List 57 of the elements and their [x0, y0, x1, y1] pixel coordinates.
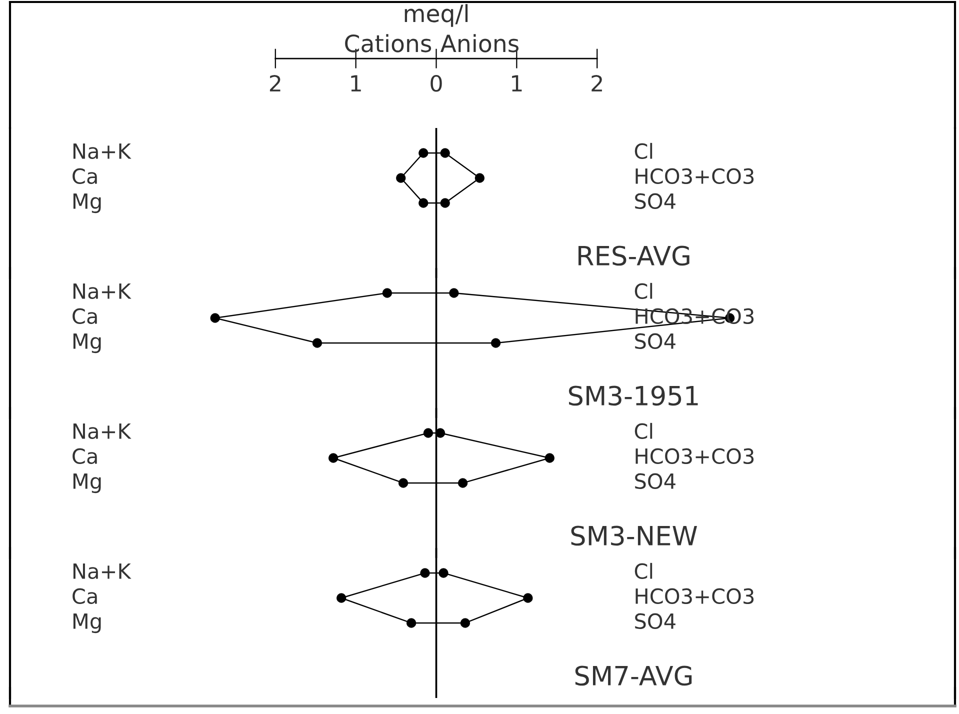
- y2-tick-label: Cl: [634, 282, 652, 300]
- x-tick-label: 2: [592, 74, 602, 92]
- y2-tick-label: HCO3+CO3: [636, 168, 754, 184]
- x-tick-label: 0: [430, 74, 442, 92]
- point: [490, 338, 501, 348]
- point: [438, 568, 448, 578]
- point: [458, 478, 468, 488]
- y-tick-label: Ca: [72, 588, 97, 604]
- y-tick-label: Na+K: [73, 424, 132, 440]
- y-tick-label: Ca: [72, 308, 97, 324]
- point: [423, 428, 434, 438]
- y-tick-label: Mg: [73, 474, 101, 494]
- y2-tick-label: HCO3+CO3: [636, 588, 754, 604]
- y-tick-label: Mg: [73, 334, 101, 354]
- point: [210, 313, 220, 323]
- y2-tick-label: HCO3+CO3: [636, 448, 754, 464]
- point: [398, 478, 408, 488]
- y-tick-label: Ca: [72, 448, 97, 464]
- text: SM3-1951: [568, 386, 698, 406]
- y-tick-label: Na+K: [73, 564, 132, 580]
- y2-tick-label: SO4: [635, 193, 676, 210]
- text: SM3-NEW: [571, 526, 698, 546]
- y2-tick-label: SO4: [635, 613, 676, 630]
- point: [328, 453, 338, 463]
- point: [418, 198, 428, 208]
- x-axis-title: meq/l: [404, 4, 468, 27]
- point: [382, 288, 392, 298]
- point: [440, 148, 450, 158]
- point: [418, 148, 428, 158]
- point: [544, 453, 555, 463]
- point: [440, 198, 450, 208]
- y-tick-label: Ca: [72, 168, 97, 184]
- y-tick-label: Mg: [73, 614, 101, 634]
- point: [474, 173, 485, 183]
- y-tick-label: Na+K: [73, 144, 132, 160]
- point: [396, 173, 406, 183]
- y2-tick-label: SO4: [635, 333, 676, 350]
- y-tick-label: Na+K: [73, 284, 132, 300]
- y2-tick-label: SO4: [635, 473, 676, 490]
- point: [523, 593, 533, 603]
- x-tick-label: 1: [512, 75, 522, 92]
- point: [312, 338, 322, 348]
- point: [406, 618, 416, 628]
- point: [336, 593, 346, 603]
- text: Cations: [345, 34, 432, 52]
- x-tick-label: 1: [351, 75, 361, 92]
- point: [460, 618, 470, 628]
- y2-tick-label: Cl: [634, 422, 652, 440]
- y2-tick-label: Cl: [634, 562, 652, 580]
- point: [420, 568, 430, 578]
- y2-tick-label: Cl: [634, 142, 652, 160]
- point: [449, 288, 459, 298]
- y-tick-label: Mg: [73, 194, 101, 214]
- text: RES-AVG: [578, 246, 690, 266]
- text: Anions: [440, 34, 519, 52]
- x-tick-label: 2: [270, 74, 280, 92]
- text: SM7-AVG: [575, 666, 692, 686]
